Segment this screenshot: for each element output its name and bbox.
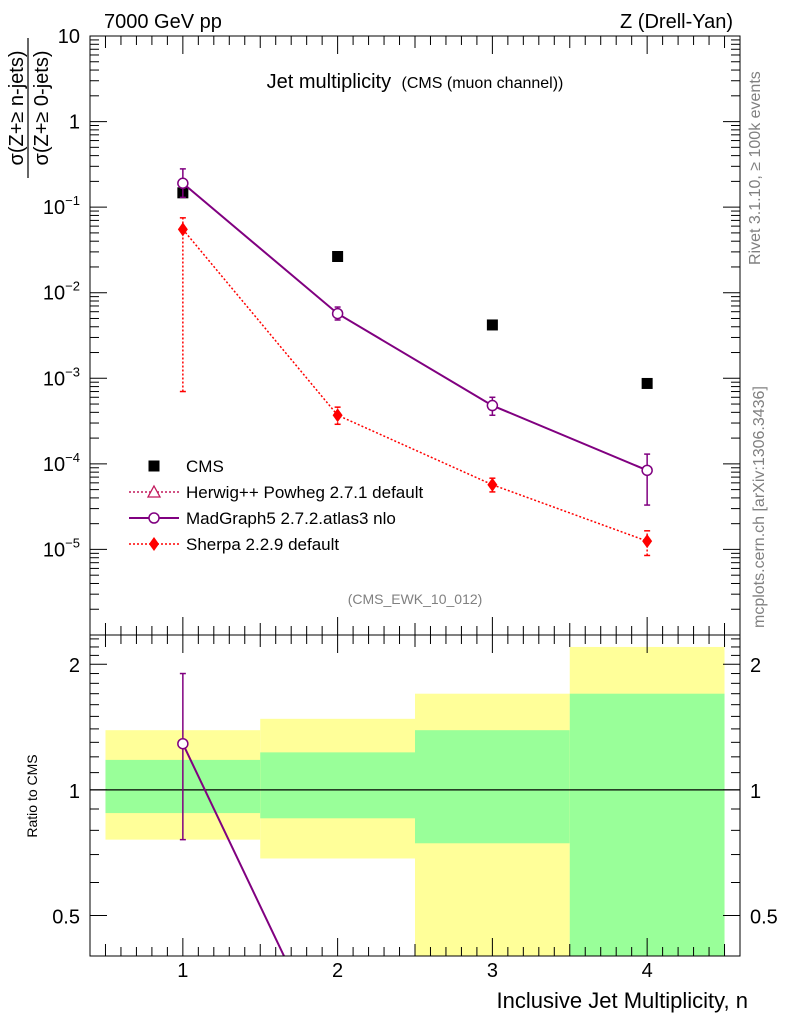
madgraph-ratio-line: [181, 743, 286, 956]
y-tick-label: 10: [58, 26, 80, 48]
sherpa-point: [487, 477, 498, 492]
header-process-label: Z (Drell-Yan): [620, 11, 733, 33]
y-tick-label: 10−2: [43, 279, 80, 305]
legend-cms-marker: [148, 460, 160, 472]
mcplots-source-label: mcplots.cern.ch [arXiv:1306.3436]: [751, 386, 768, 628]
ratio-y-tick-label: 1: [69, 781, 80, 803]
legend-madgraph-marker: [148, 512, 160, 524]
top-panel-axes: 10 1 10−1 10−2 10−3 10−4 10−5: [43, 26, 740, 636]
madgraph-line: [182, 182, 648, 472]
ratio-y-tick-label: 2: [69, 655, 80, 677]
x-tick-label: 2: [332, 960, 343, 982]
rivet-version-label: Rivet 3.1.10, ≥ 100k events: [747, 71, 764, 265]
madgraph-point: [331, 307, 344, 320]
chart-title: Jet multiplicity (CMS (muon channel)): [267, 71, 564, 93]
ratio-y-tick-label-right: 0.5: [750, 907, 778, 929]
ratio-y-tick-label-right: 1: [750, 781, 761, 803]
legend: CMS Herwig++ Powheg 2.7.1 default MadGraph…: [129, 457, 423, 554]
chart-subtitle: (CMS (muon channel)): [402, 75, 564, 92]
ratio-y-tick-label-right: 2: [750, 655, 761, 677]
madgraph-ratio-point: [177, 737, 189, 750]
legend-cms-label: CMS: [186, 457, 224, 476]
ratio-panel-axes: 0.5 0.5 1 1 2 2 1 2 3 4: [52, 635, 778, 982]
cms-point: [641, 377, 653, 389]
madgraph-point: [486, 399, 499, 412]
x-tick-label: 4: [642, 960, 653, 982]
ratio-band-inner: [415, 730, 570, 844]
chart-title-main: Jet multiplicity: [267, 71, 391, 93]
ratio-panel-data: [177, 672, 286, 956]
y-tick-label: 10−5: [43, 535, 80, 561]
madgraph-point: [177, 177, 189, 190]
y-tick-label: 10−1: [43, 193, 80, 219]
cms-point: [486, 319, 498, 331]
legend-herwig-marker: [146, 484, 162, 498]
x-tick-label: 3: [487, 960, 498, 982]
y-label-numerator: σ(Z+≥ n-jets): [6, 51, 28, 166]
sherpa-point: [177, 222, 188, 237]
ratio-band-inner: [260, 752, 415, 819]
ratio-y-tick-label: 0.5: [52, 907, 80, 929]
y-tick-label: 10−4: [43, 450, 80, 476]
top-y-axis-label: σ(Z+≥ n-jets) σ(Z+≥ 0-jets): [6, 38, 53, 178]
y-tick-label: 10−3: [43, 364, 80, 390]
cms-point: [332, 250, 344, 262]
x-axis-label: Inclusive Jet Multiplicity, n: [497, 988, 748, 1013]
ratio-panel-frame: [89, 634, 741, 957]
sherpa-line: [182, 228, 648, 542]
y-label-denominator: σ(Z+≥ 0-jets): [31, 51, 53, 166]
legend-herwig-label: Herwig++ Powheg 2.7.1 default: [186, 483, 423, 502]
legend-sherpa-label: Sherpa 2.2.9 default: [186, 535, 339, 554]
madgraph-point: [641, 464, 653, 477]
header-beam-label: 7000 GeV pp: [104, 11, 222, 33]
sherpa-point: [642, 534, 653, 549]
legend-madgraph-label: MadGraph5 2.7.2.atlas3 nlo: [186, 509, 396, 528]
y-tick-label: 1: [69, 112, 80, 134]
top-panel-data: [177, 168, 653, 557]
ratio-y-axis-label: Ratio to CMS: [24, 754, 40, 837]
analysis-tag: (CMS_EWK_10_012): [348, 591, 483, 607]
legend-sherpa-marker: [149, 537, 159, 551]
ratio-band-inner: [569, 693, 725, 956]
ratio-uncertainty-bands: [90, 646, 740, 956]
sherpa-point: [332, 408, 343, 423]
x-tick-label: 1: [177, 960, 188, 982]
